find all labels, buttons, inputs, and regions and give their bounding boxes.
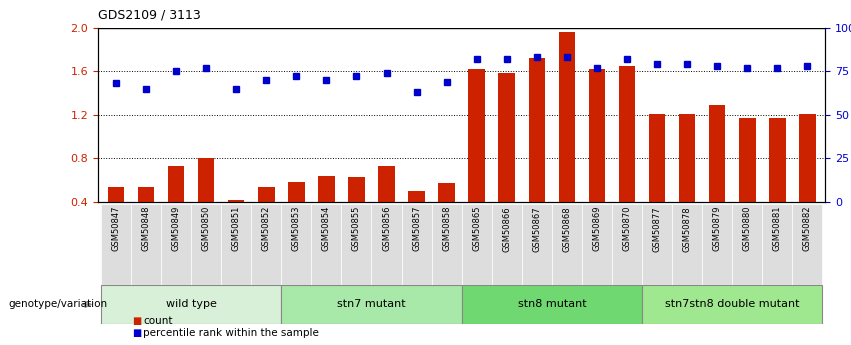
Text: GSM50854: GSM50854 bbox=[322, 206, 331, 252]
Bar bbox=[619, 66, 636, 245]
Bar bbox=[197, 158, 214, 245]
FancyBboxPatch shape bbox=[792, 204, 822, 285]
Text: GSM50849: GSM50849 bbox=[172, 206, 180, 252]
FancyBboxPatch shape bbox=[282, 285, 461, 324]
FancyBboxPatch shape bbox=[101, 204, 131, 285]
FancyBboxPatch shape bbox=[642, 204, 672, 285]
FancyBboxPatch shape bbox=[191, 204, 221, 285]
FancyBboxPatch shape bbox=[221, 204, 251, 285]
Text: stn7 mutant: stn7 mutant bbox=[337, 299, 406, 309]
FancyBboxPatch shape bbox=[612, 204, 642, 285]
Bar bbox=[348, 177, 365, 245]
FancyBboxPatch shape bbox=[431, 204, 461, 285]
Text: GDS2109 / 3113: GDS2109 / 3113 bbox=[98, 9, 201, 22]
FancyBboxPatch shape bbox=[251, 204, 282, 285]
Text: GSM50858: GSM50858 bbox=[443, 206, 451, 252]
Text: GSM50880: GSM50880 bbox=[743, 206, 751, 252]
Bar bbox=[528, 58, 545, 245]
Text: GSM50882: GSM50882 bbox=[803, 206, 812, 252]
FancyBboxPatch shape bbox=[402, 204, 431, 285]
Text: GSM50866: GSM50866 bbox=[502, 206, 511, 252]
FancyBboxPatch shape bbox=[311, 204, 341, 285]
Text: GSM50848: GSM50848 bbox=[141, 206, 151, 252]
Text: GSM50878: GSM50878 bbox=[683, 206, 692, 252]
Text: GSM50851: GSM50851 bbox=[231, 206, 241, 252]
FancyBboxPatch shape bbox=[101, 285, 282, 324]
Text: wild type: wild type bbox=[166, 299, 216, 309]
Text: ■: ■ bbox=[132, 316, 141, 326]
Bar bbox=[679, 114, 695, 245]
Bar bbox=[408, 191, 425, 245]
Bar bbox=[228, 200, 244, 245]
Text: stn7stn8 double mutant: stn7stn8 double mutant bbox=[665, 299, 799, 309]
Text: GSM50868: GSM50868 bbox=[563, 206, 571, 252]
Text: GSM50850: GSM50850 bbox=[202, 206, 210, 252]
Bar bbox=[288, 182, 305, 245]
Text: GSM50881: GSM50881 bbox=[773, 206, 782, 252]
Bar bbox=[107, 187, 124, 245]
Bar bbox=[499, 73, 515, 245]
Text: GSM50857: GSM50857 bbox=[412, 206, 421, 252]
FancyBboxPatch shape bbox=[551, 204, 582, 285]
Bar bbox=[648, 114, 665, 245]
Bar bbox=[438, 183, 455, 245]
Bar bbox=[558, 32, 575, 245]
Bar bbox=[769, 118, 785, 245]
FancyBboxPatch shape bbox=[642, 285, 822, 324]
Text: GSM50870: GSM50870 bbox=[623, 206, 631, 252]
Text: ■: ■ bbox=[132, 328, 141, 338]
FancyBboxPatch shape bbox=[672, 204, 702, 285]
Text: percentile rank within the sample: percentile rank within the sample bbox=[143, 328, 319, 338]
Bar bbox=[258, 187, 275, 245]
Text: GSM50865: GSM50865 bbox=[472, 206, 481, 252]
Text: count: count bbox=[143, 316, 173, 326]
FancyBboxPatch shape bbox=[341, 204, 372, 285]
Text: GSM50867: GSM50867 bbox=[533, 206, 541, 252]
FancyBboxPatch shape bbox=[161, 204, 191, 285]
FancyBboxPatch shape bbox=[732, 204, 762, 285]
Text: GSM50877: GSM50877 bbox=[653, 206, 661, 252]
Bar bbox=[138, 187, 154, 245]
FancyBboxPatch shape bbox=[522, 204, 551, 285]
Bar bbox=[468, 69, 485, 245]
Text: genotype/variation: genotype/variation bbox=[9, 299, 107, 309]
FancyBboxPatch shape bbox=[582, 204, 612, 285]
FancyBboxPatch shape bbox=[372, 204, 402, 285]
Text: GSM50853: GSM50853 bbox=[292, 206, 300, 252]
Text: GSM50852: GSM50852 bbox=[262, 206, 271, 252]
FancyBboxPatch shape bbox=[461, 204, 492, 285]
Bar bbox=[168, 166, 185, 245]
Bar bbox=[589, 69, 605, 245]
Bar bbox=[739, 118, 756, 245]
FancyBboxPatch shape bbox=[131, 204, 161, 285]
FancyBboxPatch shape bbox=[492, 204, 522, 285]
Bar bbox=[709, 105, 726, 245]
FancyBboxPatch shape bbox=[282, 204, 311, 285]
Text: GSM50847: GSM50847 bbox=[111, 206, 120, 252]
FancyBboxPatch shape bbox=[702, 204, 732, 285]
Text: GSM50869: GSM50869 bbox=[592, 206, 602, 252]
Text: GSM50856: GSM50856 bbox=[382, 206, 391, 252]
Bar bbox=[799, 114, 816, 245]
Bar bbox=[378, 166, 395, 245]
FancyBboxPatch shape bbox=[762, 204, 792, 285]
FancyBboxPatch shape bbox=[461, 285, 642, 324]
Bar bbox=[318, 176, 334, 245]
Text: GSM50855: GSM50855 bbox=[352, 206, 361, 252]
Text: GSM50879: GSM50879 bbox=[713, 206, 722, 252]
Text: stn8 mutant: stn8 mutant bbox=[517, 299, 586, 309]
